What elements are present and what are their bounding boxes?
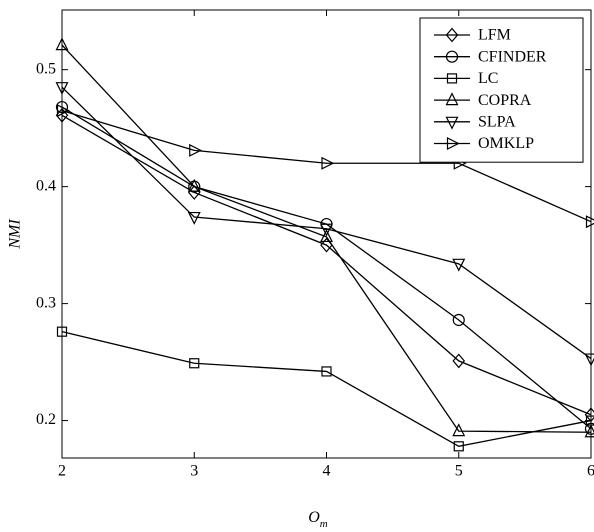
legend-label: CFINDER	[478, 48, 547, 65]
series-line	[61, 86, 592, 360]
y-tick-label: 0.3	[36, 294, 56, 311]
legend-label: LFM	[478, 27, 511, 44]
series-line	[61, 109, 592, 223]
marker	[585, 215, 594, 229]
x-tick-label: 5	[455, 463, 463, 480]
x-tick-label: 6	[587, 463, 594, 480]
legend-marker	[446, 73, 458, 84]
marker	[452, 353, 466, 369]
y-tick-label: 0.2	[36, 411, 56, 428]
marker	[189, 143, 203, 157]
x-tick-label: 2	[58, 463, 66, 480]
x-axis-label: Om	[308, 509, 328, 530]
series-line	[61, 331, 592, 447]
marker	[320, 223, 333, 237]
marker	[55, 107, 69, 123]
x-axis-label-sub: m	[320, 518, 328, 530]
marker	[452, 313, 465, 327]
legend-marker	[445, 50, 459, 63]
marker	[56, 104, 70, 118]
marker	[55, 37, 69, 51]
x-tick-label: 3	[190, 463, 198, 480]
marker	[584, 422, 594, 435]
y-axis-label: NMI	[7, 219, 24, 250]
legend-marker	[446, 137, 460, 150]
marker	[320, 229, 333, 243]
marker	[55, 100, 69, 114]
marker	[56, 326, 68, 337]
legend-marker	[445, 116, 459, 130]
marker	[453, 441, 464, 452]
series-line	[61, 114, 592, 416]
marker	[452, 423, 466, 437]
y-tick-label: 0.4	[36, 177, 56, 194]
x-axis-label-main: O	[308, 509, 320, 526]
marker	[452, 258, 466, 272]
marker	[187, 211, 201, 225]
marker	[189, 358, 200, 369]
marker	[55, 82, 69, 96]
legend-marker	[445, 27, 459, 43]
y-tick-label: 0.5	[36, 60, 56, 77]
legend-label: LC	[478, 70, 498, 87]
legend-label: OMKLP	[478, 135, 534, 152]
marker	[584, 353, 594, 367]
marker	[321, 366, 332, 377]
legend-marker	[445, 92, 459, 106]
series-line	[61, 44, 592, 433]
marker	[187, 178, 201, 192]
x-tick-label: 4	[323, 463, 331, 480]
marker	[321, 156, 335, 170]
legend-label: SLPA	[478, 113, 516, 130]
legend-label: COPRA	[478, 92, 532, 109]
